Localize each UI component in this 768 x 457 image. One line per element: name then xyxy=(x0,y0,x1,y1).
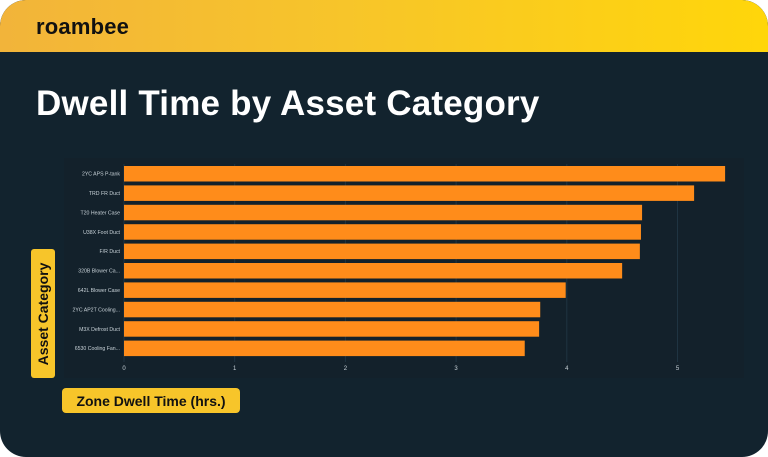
x-axis-label: Zone Dwell Time (hrs.) xyxy=(76,392,226,409)
bar xyxy=(124,224,641,240)
y-tick-label: 2YC AP2T Cooling... xyxy=(73,307,120,313)
x-tick-label: 1 xyxy=(233,366,237,372)
bar xyxy=(124,321,540,337)
y-axis-label: Asset Category xyxy=(35,262,51,365)
y-tick-label: T20 Heater Case xyxy=(80,210,120,216)
y-tick-label: 642L Blower Case xyxy=(78,288,120,294)
brand-logo: roambee xyxy=(36,14,130,39)
bar xyxy=(124,243,640,260)
bar xyxy=(124,301,541,318)
header-bar: roambee xyxy=(0,0,768,52)
y-tick-label: TRD FR Duct xyxy=(89,191,121,197)
x-tick-label: 0 xyxy=(122,366,126,372)
y-tick-label: M3X Defrost Duct xyxy=(79,327,120,333)
x-axis-label-box: Zone Dwell Time (hrs.) xyxy=(62,388,240,413)
y-axis-label-box: Asset Category xyxy=(31,249,55,378)
chart-title: Dwell Time by Asset Category xyxy=(36,84,540,123)
x-tick-label: 3 xyxy=(454,366,458,372)
bar xyxy=(124,166,726,182)
bar xyxy=(124,263,623,279)
bar xyxy=(124,340,525,357)
x-tick-label: 4 xyxy=(565,366,569,372)
x-tick-label: 5 xyxy=(676,366,680,372)
bar xyxy=(124,185,695,201)
y-tick-label: U38X Foot Duct xyxy=(83,230,120,236)
bar xyxy=(124,282,566,298)
y-tick-label: 2YC APS P-tank xyxy=(82,172,120,178)
y-tick-label: F/R Duct xyxy=(100,249,121,255)
y-tick-label: 320B Blower Ca... xyxy=(78,269,120,275)
y-tick-label: 6530 Cooling Fan... xyxy=(75,346,120,352)
x-tick-label: 2 xyxy=(344,366,348,372)
bar xyxy=(124,204,643,221)
